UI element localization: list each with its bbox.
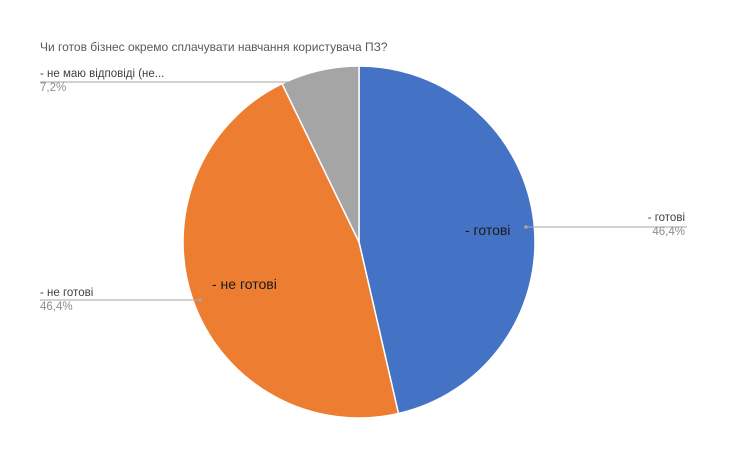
leader-dot-no-answer — [314, 80, 318, 84]
label-ready-value: 46,4% — [652, 226, 685, 238]
leader-dot-not-ready — [198, 298, 202, 302]
slice-no-answer — [281, 65, 360, 243]
chart-title: Чи готов бізнес окремо сплачувати навчан… — [40, 40, 388, 54]
label-not-ready-name: - не готові — [40, 287, 94, 299]
slice-ready — [358, 65, 536, 415]
inner-label-ready: - готові — [465, 222, 511, 238]
leader-dot-ready — [524, 225, 528, 229]
label-not-ready: - не готові 46,4% — [40, 286, 93, 314]
slice-not-ready — [182, 82, 400, 419]
label-no-answer: - не маю відповіді (не... 7,2% — [40, 67, 164, 95]
label-ready-name: - готові — [647, 212, 685, 224]
label-not-ready-value: 46,4% — [40, 301, 73, 313]
label-ready: - готові 46,4% — [641, 211, 685, 239]
inner-label-not-ready: - не готові — [212, 276, 277, 292]
label-no-answer-value: 7,2% — [40, 82, 67, 94]
label-no-answer-name: - не маю відповіді (не... — [40, 68, 165, 80]
